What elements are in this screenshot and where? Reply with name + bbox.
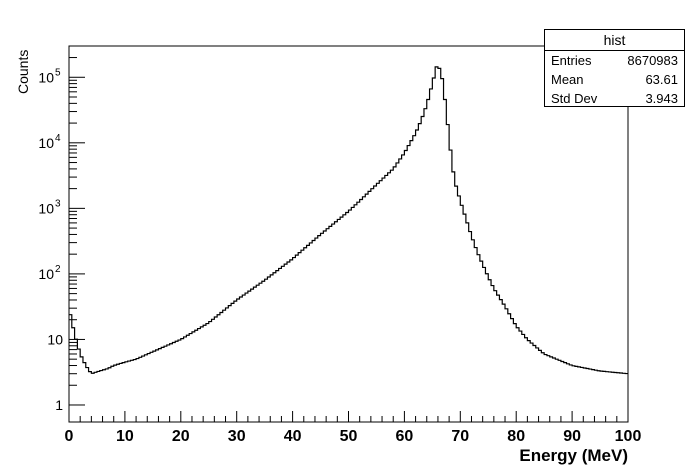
stats-entries-label: Entries bbox=[551, 53, 592, 68]
x-tick-label: 30 bbox=[228, 428, 246, 445]
y-tick-exponent: 2 bbox=[55, 264, 61, 275]
x-tick-label: 80 bbox=[507, 428, 525, 445]
x-tick-label: 20 bbox=[172, 428, 190, 445]
y-tick-label: 10 bbox=[38, 69, 54, 85]
stats-box: hist Entries 8670983 Mean 63.61 Std Dev … bbox=[544, 29, 685, 107]
y-tick-label: 10 bbox=[47, 331, 63, 347]
x-axis-ticks: 0 10 20 30 40 50 60 70 80 90 100 bbox=[65, 411, 642, 445]
y-tick-exponent: 3 bbox=[55, 198, 61, 209]
x-tick-label: 90 bbox=[563, 428, 581, 445]
stats-mean-value: 63.61 bbox=[645, 72, 678, 87]
stats-entries-value: 8670983 bbox=[627, 53, 678, 68]
y-tick-exponent: 5 bbox=[55, 67, 61, 78]
stats-row-entries: Entries 8670983 bbox=[545, 51, 684, 70]
stats-stddev-label: Std Dev bbox=[551, 91, 598, 106]
histogram-line bbox=[69, 66, 628, 375]
stats-stddev-value: 3.943 bbox=[645, 91, 678, 106]
x-tick-label: 0 bbox=[65, 428, 74, 445]
x-tick-label: 100 bbox=[615, 428, 642, 445]
stats-row-mean: Mean 63.61 bbox=[545, 70, 684, 89]
y-tick-exponent: 4 bbox=[55, 133, 61, 144]
y-tick-label: 10 bbox=[38, 200, 54, 216]
y-axis-label: Counts bbox=[15, 50, 31, 94]
x-tick-label: 10 bbox=[116, 428, 134, 445]
stats-row-stddev: Std Dev 3.943 bbox=[545, 89, 684, 108]
x-axis-label: Energy (MeV) bbox=[519, 446, 628, 465]
x-tick-label: 70 bbox=[451, 428, 469, 445]
stats-mean-label: Mean bbox=[551, 72, 584, 87]
x-tick-label: 60 bbox=[396, 428, 414, 445]
x-tick-label: 40 bbox=[284, 428, 302, 445]
y-tick-label: 1 bbox=[55, 397, 63, 413]
stats-title: hist bbox=[545, 30, 684, 51]
y-tick-label: 10 bbox=[38, 266, 54, 282]
y-tick-label: 10 bbox=[38, 135, 54, 151]
x-tick-label: 50 bbox=[340, 428, 358, 445]
